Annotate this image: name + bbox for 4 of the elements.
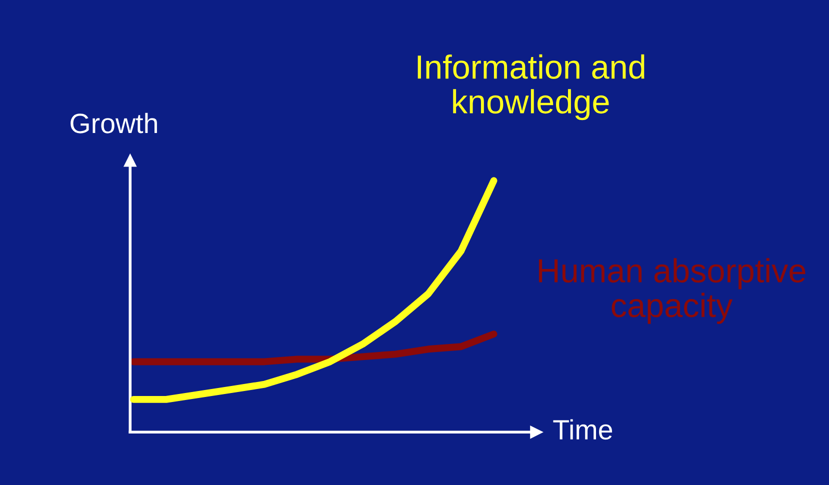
y-axis-title: Growth bbox=[70, 112, 157, 134]
text: Information and knowledge bbox=[418, 54, 644, 120]
x-axis-title: Time bbox=[553, 419, 612, 440]
series-label: Human absorptive capacity bbox=[538, 258, 806, 324]
